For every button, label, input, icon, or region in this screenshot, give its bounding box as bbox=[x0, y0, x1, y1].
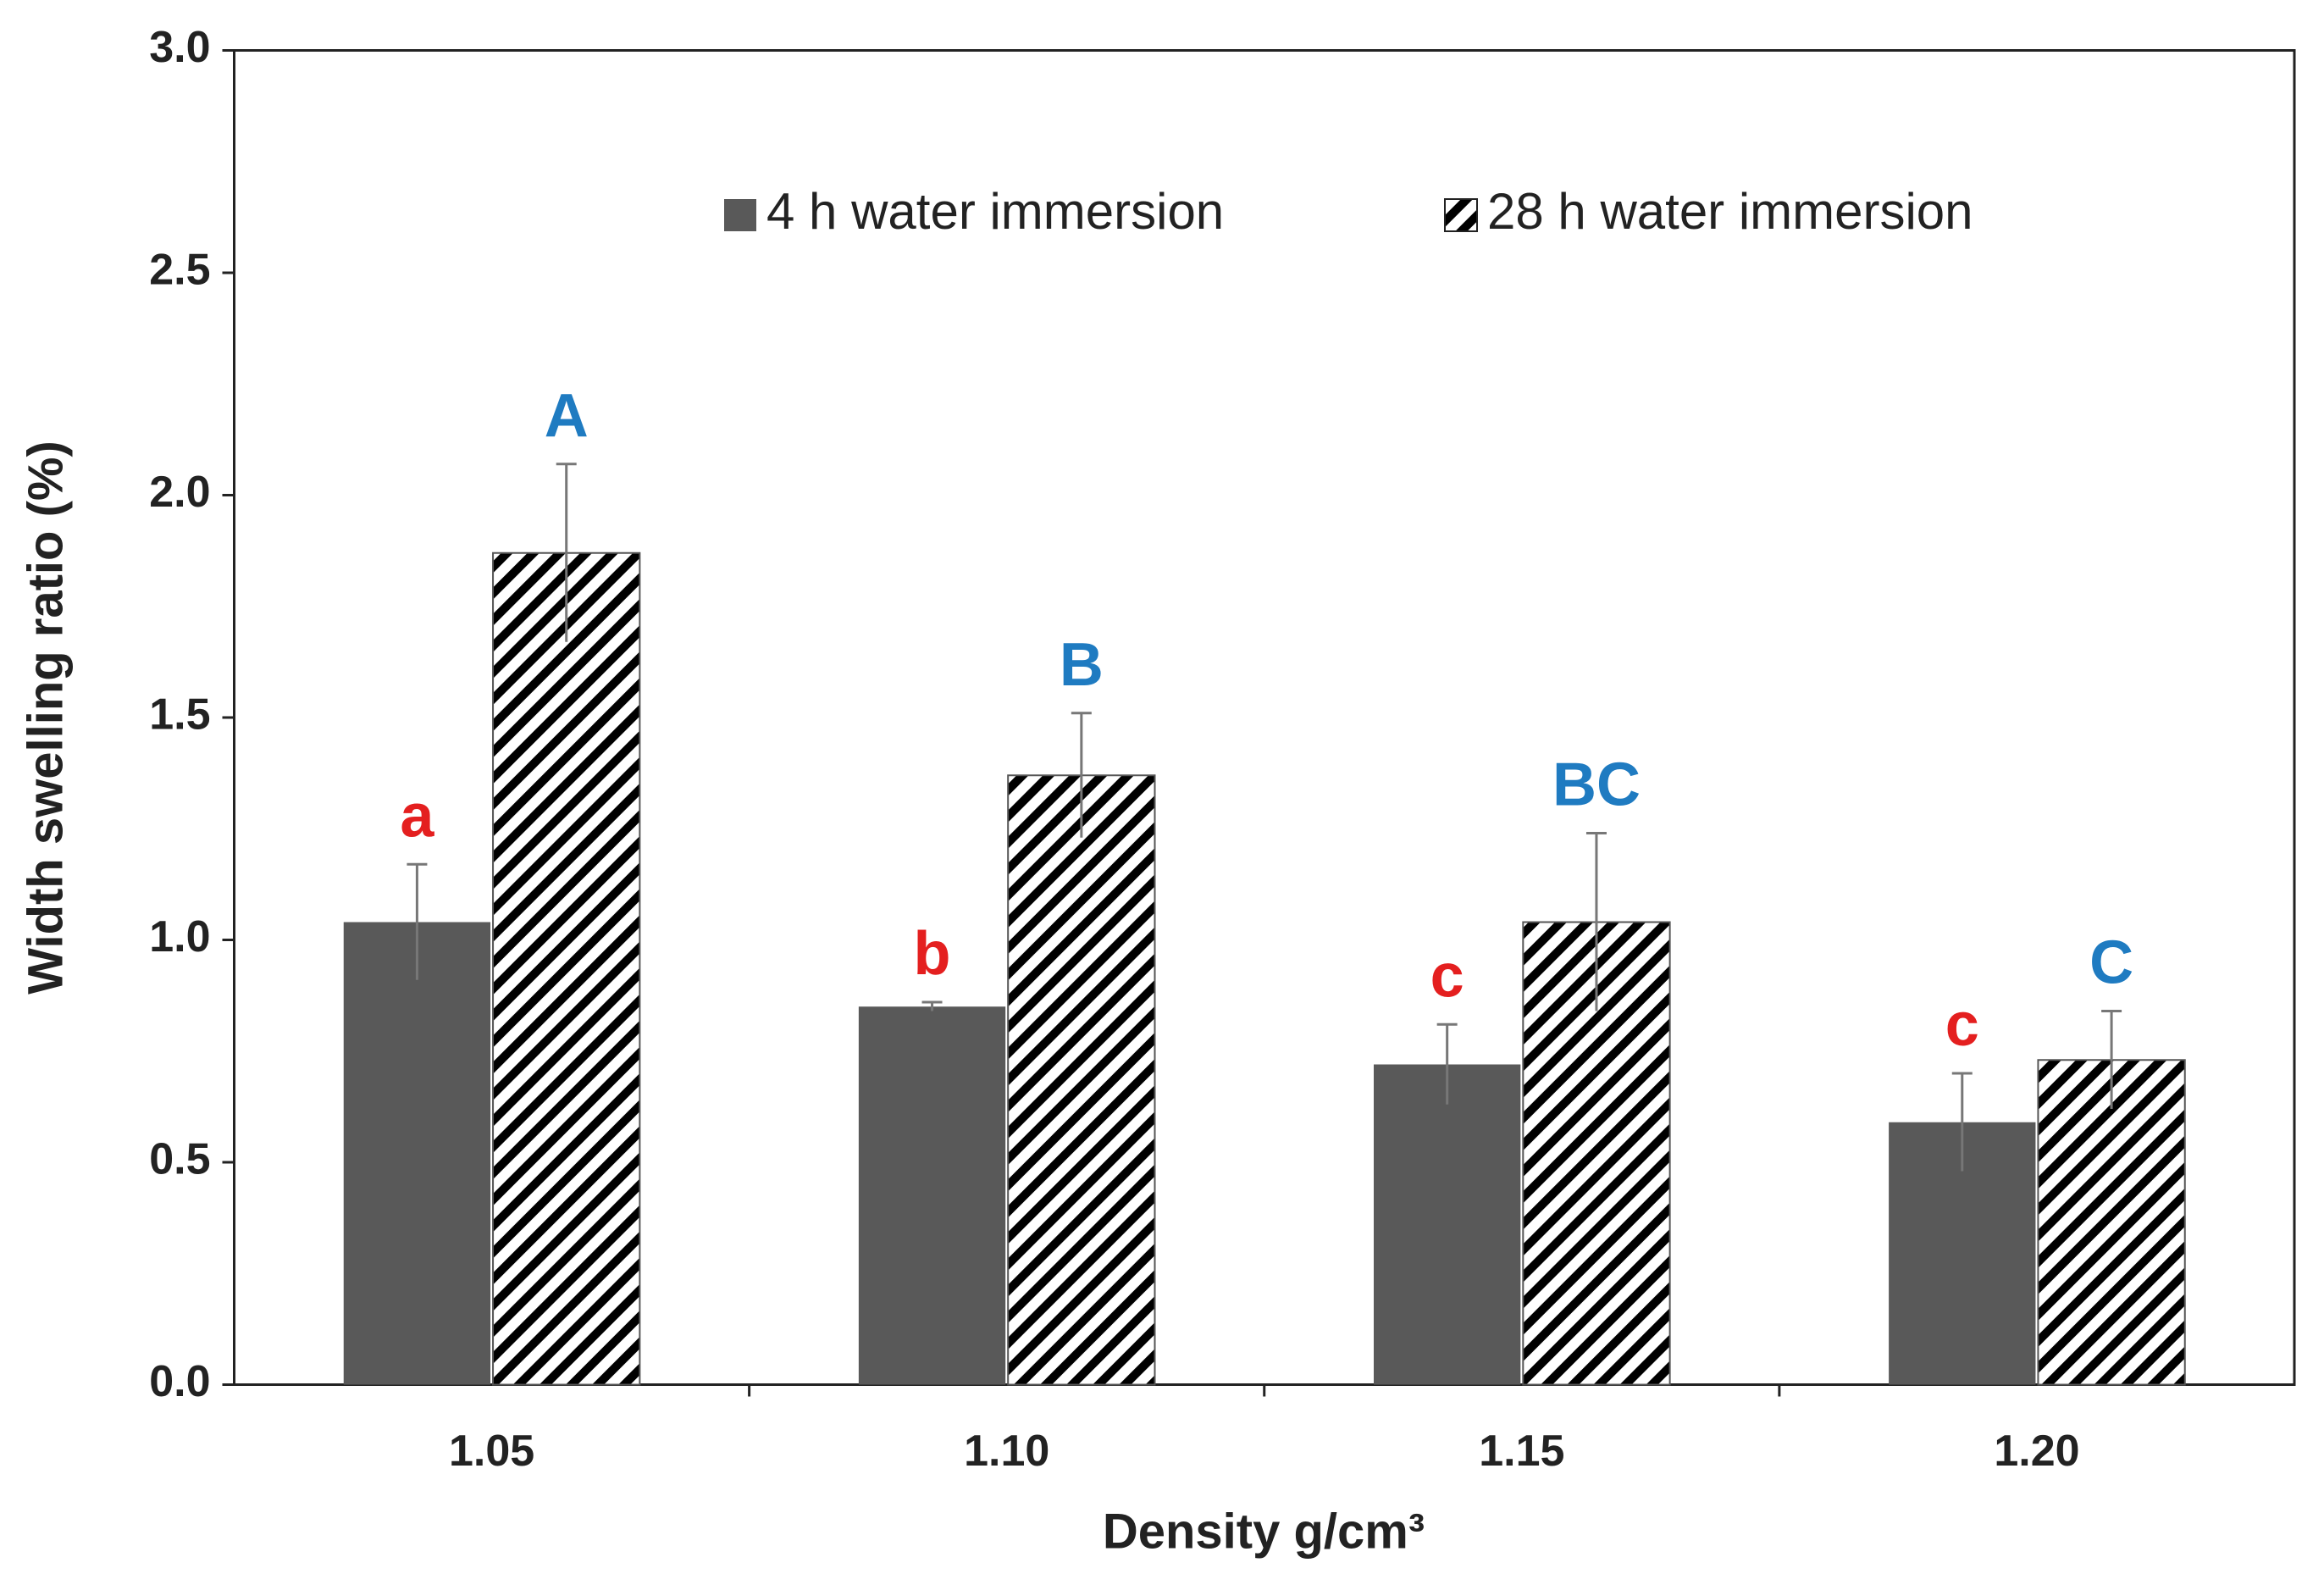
bar bbox=[1373, 1064, 1521, 1385]
x-tick-label: 1.10 bbox=[964, 1427, 1049, 1476]
bar bbox=[343, 922, 491, 1385]
legend-swatch bbox=[724, 199, 756, 231]
significance-letter: c bbox=[1945, 991, 1979, 1059]
legend-label: 4 h water immersion bbox=[766, 183, 1224, 240]
y-tick-label: 2.0 bbox=[149, 468, 210, 517]
significance-letter: c bbox=[1430, 942, 1464, 1010]
y-tick-label: 1.0 bbox=[149, 912, 210, 961]
bar bbox=[2037, 1059, 2186, 1386]
legend-label: 28 h water immersion bbox=[1487, 183, 1973, 240]
y-tick-label: 1.5 bbox=[149, 690, 210, 740]
y-tick-label: 2.5 bbox=[149, 246, 210, 295]
x-axis-title: Density g/cm³ bbox=[1103, 1504, 1425, 1559]
significance-letter: A bbox=[545, 382, 589, 450]
significance-letter: b bbox=[914, 920, 951, 988]
significance-letter: BC bbox=[1552, 751, 1641, 819]
x-tick-label: 1.05 bbox=[449, 1427, 534, 1476]
x-tick-label: 1.20 bbox=[1994, 1427, 2079, 1476]
y-tick-label: 3.0 bbox=[149, 23, 210, 72]
x-tick-label: 1.15 bbox=[1479, 1427, 1564, 1476]
significance-letter: C bbox=[2089, 929, 2133, 997]
bar bbox=[858, 1006, 1006, 1385]
bar bbox=[492, 551, 641, 1386]
significance-letter: B bbox=[1060, 631, 1104, 699]
y-axis-title: Width swelling ratio (%) bbox=[18, 441, 73, 995]
y-tick-label: 0.5 bbox=[149, 1135, 210, 1184]
bar bbox=[1007, 774, 1156, 1386]
significance-letter: a bbox=[400, 782, 434, 850]
y-tick-label: 0.0 bbox=[149, 1357, 210, 1406]
legend-swatch bbox=[1444, 198, 1478, 232]
